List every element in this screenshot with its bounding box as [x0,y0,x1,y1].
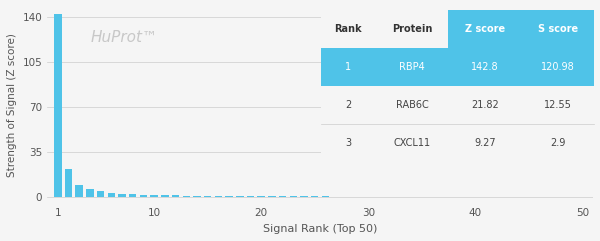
Bar [236,196,244,197]
Bar [268,196,275,197]
Text: HuProt™: HuProt™ [91,30,158,45]
Bar [76,185,83,197]
Text: 3: 3 [345,138,352,148]
Bar [204,196,211,197]
Bar [54,14,62,197]
FancyBboxPatch shape [521,10,594,48]
FancyBboxPatch shape [448,10,521,48]
FancyBboxPatch shape [376,10,448,48]
FancyBboxPatch shape [521,86,594,124]
Bar [97,191,104,197]
Text: 9.27: 9.27 [474,138,496,148]
Text: 21.82: 21.82 [471,100,499,110]
Text: S score: S score [538,24,578,34]
FancyBboxPatch shape [448,124,521,162]
Bar [322,196,329,197]
Bar [129,194,136,197]
FancyBboxPatch shape [376,48,448,86]
FancyBboxPatch shape [321,124,376,162]
Text: 2: 2 [345,100,352,110]
X-axis label: Signal Rank (Top 50): Signal Rank (Top 50) [263,224,377,234]
FancyBboxPatch shape [321,48,376,86]
Bar [300,196,308,197]
Text: CXCL11: CXCL11 [394,138,431,148]
Text: 142.8: 142.8 [471,62,499,72]
Bar [65,169,72,197]
Bar [193,196,201,197]
FancyBboxPatch shape [321,10,376,48]
Bar [182,195,190,197]
Bar [107,193,115,197]
Text: Z score: Z score [465,24,505,34]
Bar [311,196,319,197]
Bar [257,196,265,197]
FancyBboxPatch shape [521,48,594,86]
Text: RBP4: RBP4 [399,62,425,72]
Bar [332,196,340,197]
Text: Protein: Protein [392,24,432,34]
Bar [226,196,233,197]
Text: RAB6C: RAB6C [395,100,428,110]
Bar [140,195,147,197]
Bar [247,196,254,197]
Text: 12.55: 12.55 [544,100,572,110]
Bar [279,196,286,197]
Bar [86,189,94,197]
Bar [161,195,169,197]
Text: 1: 1 [345,62,352,72]
Text: 120.98: 120.98 [541,62,574,72]
FancyBboxPatch shape [448,48,521,86]
Bar [290,196,297,197]
Bar [172,195,179,197]
Text: 2.9: 2.9 [550,138,565,148]
Text: Rank: Rank [334,24,362,34]
Bar [118,194,126,197]
Bar [215,196,222,197]
FancyBboxPatch shape [448,86,521,124]
Y-axis label: Strength of Signal (Z score): Strength of Signal (Z score) [7,33,17,177]
FancyBboxPatch shape [376,86,448,124]
Bar [151,195,158,197]
FancyBboxPatch shape [521,124,594,162]
FancyBboxPatch shape [376,124,448,162]
FancyBboxPatch shape [321,86,376,124]
